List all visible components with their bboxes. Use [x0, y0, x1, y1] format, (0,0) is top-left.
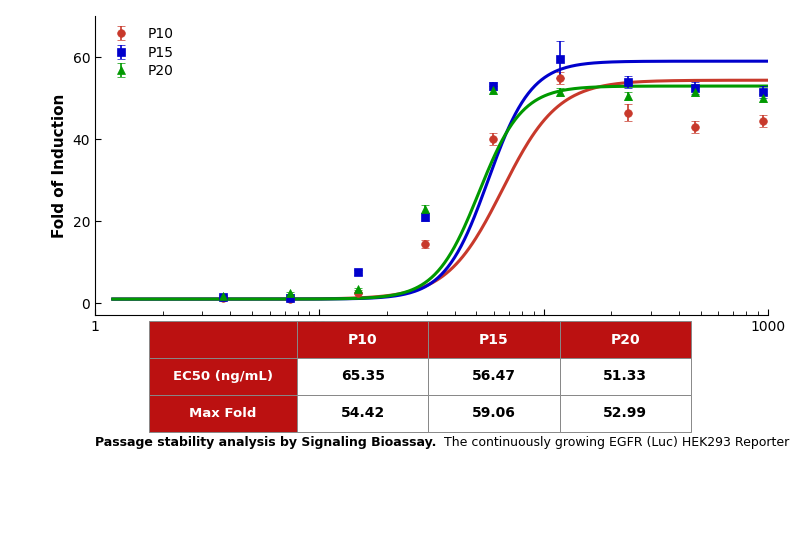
FancyBboxPatch shape — [428, 395, 559, 432]
Text: 56.47: 56.47 — [472, 370, 516, 384]
FancyBboxPatch shape — [149, 358, 297, 395]
Text: 51.33: 51.33 — [604, 370, 647, 384]
FancyBboxPatch shape — [297, 395, 428, 432]
FancyBboxPatch shape — [559, 358, 691, 395]
Text: Max Fold: Max Fold — [189, 407, 257, 420]
Text: Passage stability analysis by Signaling Bioassay.: Passage stability analysis by Signaling … — [95, 436, 436, 449]
Text: P15: P15 — [479, 332, 508, 347]
Text: 52.99: 52.99 — [604, 406, 647, 420]
Text: P10: P10 — [348, 332, 378, 347]
Legend: P10, P15, P20: P10, P15, P20 — [102, 23, 178, 82]
Text: EC50 (ng/mL): EC50 (ng/mL) — [173, 370, 273, 383]
FancyBboxPatch shape — [297, 321, 428, 358]
FancyBboxPatch shape — [297, 358, 428, 395]
FancyBboxPatch shape — [428, 358, 559, 395]
X-axis label: Conc.Human EGF Protein (ng/mL): Conc.Human EGF Protein (ng/mL) — [288, 340, 575, 355]
FancyBboxPatch shape — [428, 321, 559, 358]
Text: 65.35: 65.35 — [341, 370, 385, 384]
Text: The continuously growing EGFR (Luc) HEK293 Reporter Cell was stimulated with ser: The continuously growing EGFR (Luc) HEK2… — [440, 436, 792, 449]
Text: 59.06: 59.06 — [472, 406, 516, 420]
FancyBboxPatch shape — [559, 395, 691, 432]
Y-axis label: Fold of Induction: Fold of Induction — [52, 94, 67, 238]
FancyBboxPatch shape — [149, 395, 297, 432]
Text: 54.42: 54.42 — [341, 406, 385, 420]
FancyBboxPatch shape — [559, 321, 691, 358]
Text: P20: P20 — [611, 332, 640, 347]
FancyBboxPatch shape — [149, 321, 297, 358]
